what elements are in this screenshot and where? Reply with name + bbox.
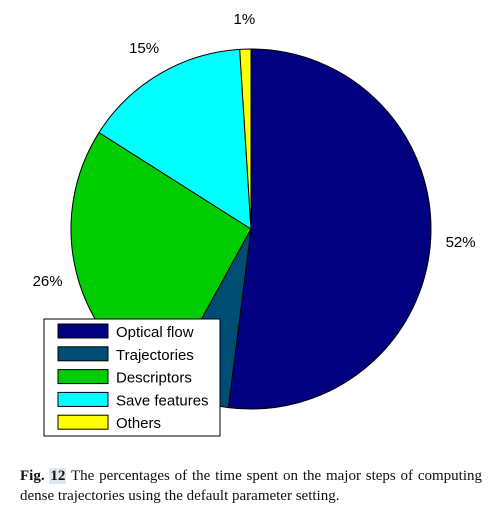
- legend-label-optical-flow: Optical flow: [116, 324, 194, 341]
- slice-label-others: 1%: [234, 11, 256, 28]
- legend-swatch-others: [57, 414, 109, 430]
- legend-swatch-descriptors: [57, 369, 109, 385]
- legend-swatch-trajectories: [57, 346, 109, 362]
- legend-label-trajectories: Trajectories: [116, 347, 194, 364]
- figure-label: Fig.: [20, 468, 45, 484]
- slice-label-descriptors: 26%: [33, 273, 63, 290]
- legend-swatch-optical-flow: [57, 323, 109, 339]
- legend-label-descriptors: Descriptors: [116, 370, 192, 387]
- pie-slice-others: [239, 48, 252, 230]
- legend-swatch-save-features: [57, 391, 109, 407]
- slice-label-optical-flow: 52%: [446, 234, 476, 251]
- pie-chart: 52%6%26%15%1% Optical flowTrajectoriesDe…: [33, 11, 476, 438]
- caption-text: The percentages of the time spent on the…: [20, 468, 483, 504]
- legend-items: Optical flow Trajectories Descriptors Save …: [57, 323, 209, 432]
- legend-label-others: Others: [116, 415, 161, 432]
- pie-slice-save-features: [98, 48, 252, 230]
- figure-number: 12: [49, 468, 67, 484]
- figure-caption: Fig. 12 The percentages of the time spen…: [20, 466, 482, 506]
- pie-slice-optical-flow: [227, 48, 432, 410]
- legend: Optical flow Trajectories Descriptors Save …: [43, 318, 221, 437]
- legend-label-save-features: Save features: [116, 392, 209, 409]
- slice-label-save-features: 15%: [129, 40, 159, 57]
